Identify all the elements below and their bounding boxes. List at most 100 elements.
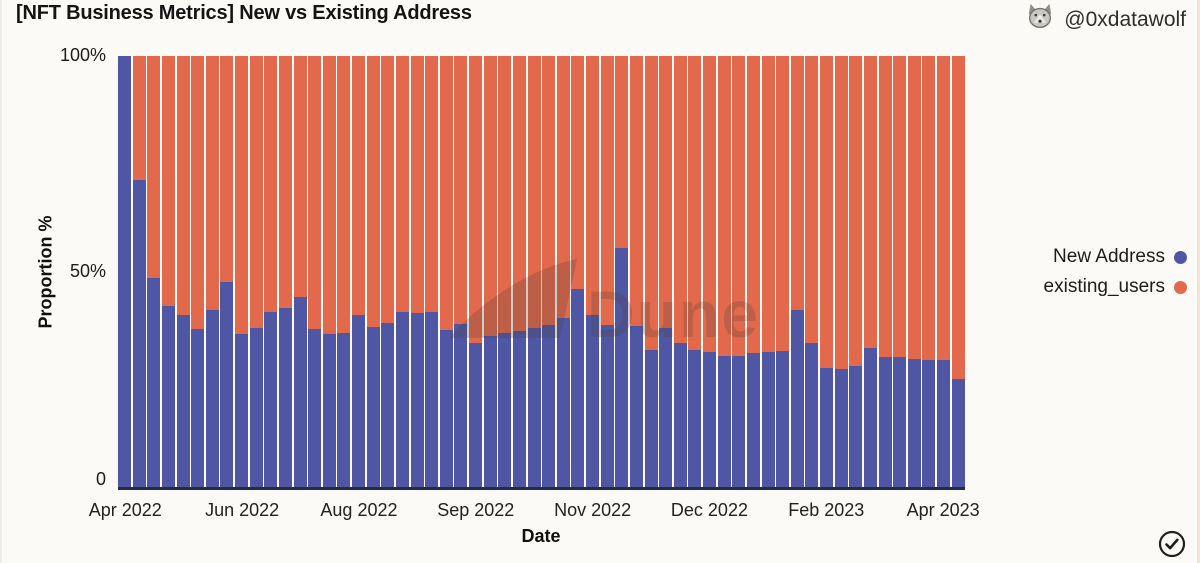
bar-week-3 (147, 56, 161, 487)
segment-new-address (249, 327, 263, 487)
bar-week-40 (688, 56, 702, 487)
segment-existing-users (176, 56, 190, 315)
segment-existing-users (878, 56, 892, 357)
segment-new-address (717, 355, 731, 487)
x-tick-jun-2022: Jun 2022 (205, 500, 280, 520)
segment-new-address (132, 180, 146, 487)
segment-existing-users (293, 56, 307, 298)
segment-new-address (483, 336, 497, 487)
bar-week-27 (498, 56, 512, 487)
bar-week-9 (235, 56, 248, 487)
bar-week-38 (659, 56, 673, 487)
new-address-dot-icon (1174, 250, 1187, 264)
plot-area (118, 56, 965, 490)
segment-new-address (937, 359, 950, 487)
bar-week-33 (586, 56, 599, 487)
author-attribution[interactable]: @0xdatawolf (1025, 2, 1186, 37)
segment-existing-users (893, 56, 907, 357)
legend-item-label: New Address (1053, 246, 1165, 267)
bar-week-17 (352, 56, 365, 487)
legend-item-new-address[interactable]: New Address (1053, 246, 1187, 268)
segment-new-address (205, 310, 219, 487)
bar-week-47 (790, 56, 804, 487)
bar-week-19 (381, 56, 395, 487)
bar-week-26 (483, 56, 497, 487)
segment-existing-users (337, 56, 351, 334)
x-axis-label: Date (521, 526, 561, 546)
bar-week-18 (366, 56, 380, 487)
bar-week-7 (205, 56, 219, 487)
legend-item-label: existing_users (1043, 276, 1165, 297)
segment-existing-users (425, 56, 439, 313)
segment-new-address (337, 333, 351, 487)
segment-new-address (147, 277, 161, 487)
segment-existing-users (366, 56, 380, 327)
bar-week-37 (644, 56, 658, 487)
segment-existing-users (820, 56, 833, 368)
right-border (1197, 0, 1200, 563)
segment-existing-users (381, 56, 395, 323)
segment-existing-users (703, 56, 716, 353)
segment-existing-users (600, 56, 614, 326)
segment-new-address (761, 352, 775, 487)
segment-new-address (863, 347, 877, 487)
segment-new-address (805, 343, 819, 487)
segment-new-address (732, 356, 746, 487)
legend-item-existing-users[interactable]: existing_users (1044, 276, 1187, 298)
bar-week-30 (542, 56, 556, 487)
segment-existing-users (863, 56, 877, 348)
y-tick-0: 0 (95, 469, 106, 489)
segment-existing-users (191, 56, 205, 330)
segment-existing-users (849, 56, 863, 367)
segment-existing-users (542, 56, 556, 326)
segment-existing-users (308, 56, 322, 329)
bar-week-16 (337, 56, 351, 487)
segment-existing-users (586, 56, 599, 315)
bar-week-2 (132, 56, 146, 487)
segment-new-address (235, 334, 248, 487)
x-tick-dec-2022: Dec 2022 (670, 500, 748, 520)
x-tick-feb-2023: Feb 2023 (788, 500, 865, 520)
bar-week-25 (469, 56, 482, 487)
segment-existing-users (776, 56, 790, 352)
x-tick-apr-2022: Apr 2022 (88, 500, 162, 520)
segment-existing-users (629, 56, 643, 326)
bar-week-12 (278, 56, 292, 487)
segment-new-address (600, 325, 614, 487)
bar-week-51 (849, 56, 863, 487)
segment-new-address (425, 312, 439, 487)
y-axis-label: Proportion % (35, 215, 56, 329)
chart-title: [NFT Business Metrics] New vs Existing A… (16, 2, 472, 24)
segment-existing-users (659, 56, 673, 328)
segment-new-address (951, 379, 965, 487)
segment-existing-users (673, 56, 687, 343)
bar-week-52 (863, 56, 877, 487)
bar-week-23 (439, 56, 453, 487)
bar-week-14 (308, 56, 322, 487)
segment-existing-users (205, 56, 219, 311)
segment-new-address (673, 342, 687, 487)
segment-new-address (293, 297, 307, 487)
bar-week-48 (805, 56, 819, 487)
segment-existing-users (483, 56, 497, 337)
segment-new-address (688, 349, 702, 487)
bar-week-32 (571, 56, 585, 487)
author-handle[interactable]: @0xdatawolf (1064, 7, 1186, 31)
segment-existing-users (147, 56, 161, 278)
bar-week-6 (191, 56, 205, 487)
segment-new-address (878, 356, 892, 487)
segment-existing-users (439, 56, 453, 330)
segment-existing-users (732, 56, 746, 357)
bar-week-5 (176, 56, 190, 487)
segment-new-address (746, 352, 760, 487)
segment-existing-users (907, 56, 921, 359)
bar-week-46 (776, 56, 790, 487)
bar-week-4 (161, 56, 175, 487)
bar-week-1 (118, 56, 131, 487)
segment-new-address (512, 330, 526, 487)
bar-week-8 (220, 56, 234, 487)
segment-existing-users (644, 56, 658, 350)
bar-week-20 (395, 56, 409, 487)
segment-existing-users (264, 56, 278, 313)
bar-week-34 (600, 56, 614, 487)
